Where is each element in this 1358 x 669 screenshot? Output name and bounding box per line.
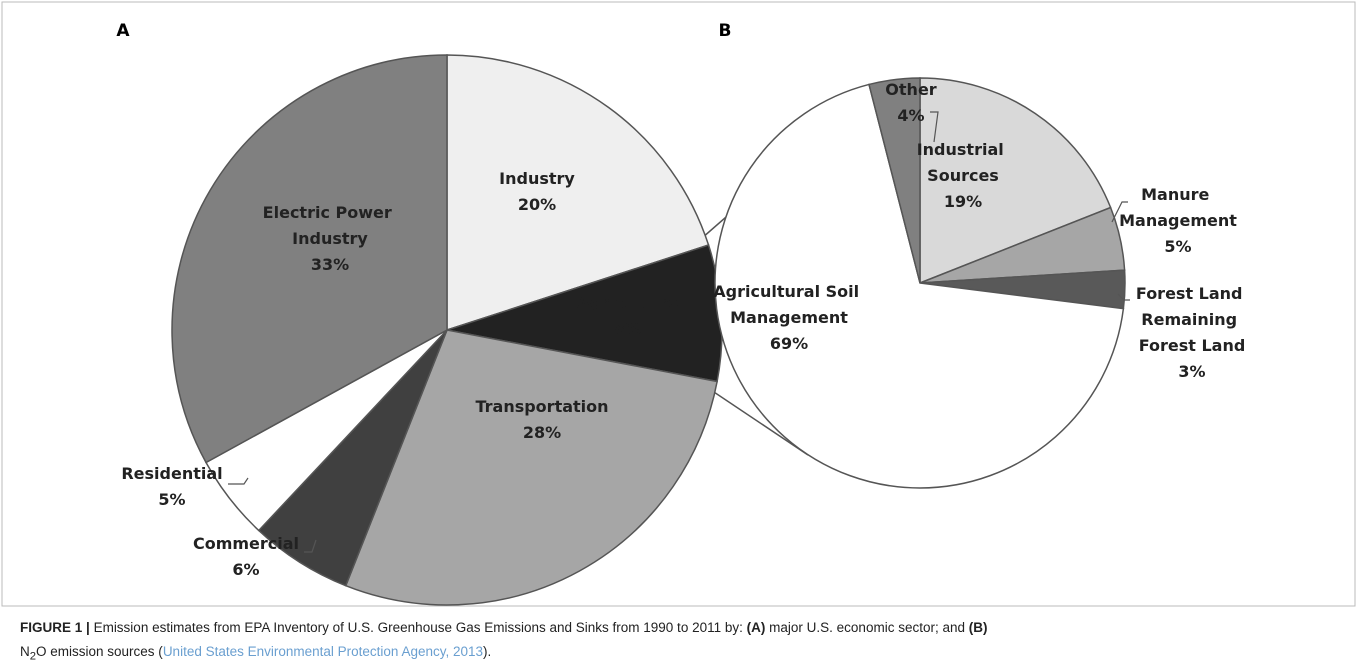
pie-slice [919,77,1112,285]
label-line: Other [885,80,936,99]
label-line: Electric Power [263,203,398,222]
label-line: Remaining [1141,310,1242,329]
value-label: 4% [897,106,924,125]
slice-label: Agricultural Soil Management [713,282,864,327]
value-label: 19% [944,192,982,211]
value-label: 28% [523,423,561,442]
figure: A Industry 20% Agriculture 8% Transportation 2… [1,1,1356,607]
value-label: 20% [518,195,556,214]
label-line: Residential [121,464,222,483]
value-label: 5% [158,490,185,509]
slice-label: Manure Management [1119,185,1237,230]
leader-line [1111,201,1128,223]
label-line: Sources [927,166,999,185]
value-label: 6% [232,560,259,579]
label-line: Forest Land [1136,284,1248,303]
label-line: Agriculture [577,293,679,312]
value-label: 8% [614,319,641,338]
caption-label: FIGURE 1 | [20,620,90,635]
pie-slice [344,329,719,606]
slice-label: Electric Power Industry [263,203,398,248]
slice-label: Agriculture [577,293,679,312]
leader-line [1117,293,1130,301]
panel-label: B [719,21,732,41]
label-line: Forest Land [1139,336,1246,355]
label-line: Manure [1141,185,1215,204]
figure-border [1,1,1356,607]
caption: FIGURE 1 | Emission estimates from EPA I… [20,616,1340,669]
caption-text: major U.S. economic sector; and [769,620,965,635]
slice-label: Transportation [475,397,608,416]
label-line: Management [730,308,848,327]
pie-slice [714,83,1125,489]
pie-slice [171,54,448,464]
value-label: 3% [1178,362,1205,381]
label-line: Industrial [917,140,1010,159]
label-line: Transportation [475,397,608,416]
slice-label: Residential [121,464,222,483]
pies: A Industry 20% Agriculture 8% Transportation 2… [116,21,1248,606]
leader-line [930,111,939,143]
leader-line [228,477,249,485]
caption-text: ). [483,644,492,659]
pie-slice [868,77,921,284]
label-line: Commercial [193,534,299,553]
pie-slice [446,54,710,332]
caption-ref: (A) [746,620,766,635]
caption-subscript: 2 [29,650,37,663]
label-line: Agricultural Soil [713,282,864,301]
caption-text: N [20,644,30,659]
citation[interactable]: United States Environmental Protection A… [162,644,484,659]
slice-label: Industry [499,169,575,188]
value-label: 5% [1164,237,1191,256]
caption-ref: (B) [968,620,988,635]
slice-label: Other [885,80,936,99]
label-line: Management [1119,211,1237,230]
value-label: 69% [770,334,808,353]
caption-text: Emission estimates from EPA Inventory of… [93,620,743,635]
value-label: 33% [311,255,349,274]
caption-text: O emission sources ( [36,644,163,659]
label-line: Industry [292,229,368,248]
slice-label: Forest Land Remaining Forest Land [1136,284,1248,355]
slice-label: Commercial [193,534,299,553]
leader-line [304,539,317,553]
slice-label: Industrial Sources [917,140,1010,185]
label-line: Industry [499,169,575,188]
leader-lines [228,111,1130,553]
panel-label: A [116,21,130,41]
